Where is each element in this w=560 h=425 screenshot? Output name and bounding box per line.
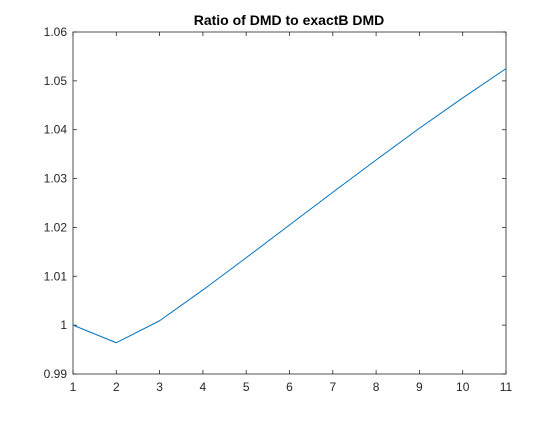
y-tick-label: 0.99 xyxy=(44,367,68,381)
plot-area-box xyxy=(72,31,507,375)
y-tick-label: 1.02 xyxy=(44,220,68,234)
x-tick-label: 8 xyxy=(373,380,380,394)
axes: 1 2 3 4 5 6 7 8 9 10 110.9911.011.021.031.041.051.… xyxy=(44,25,513,394)
x-tick-label: 1 xyxy=(70,380,77,394)
y-tick-label: 1.01 xyxy=(44,269,68,283)
chart-title: Ratio of DMD to exactB DMD xyxy=(194,12,385,28)
series-line xyxy=(72,68,507,344)
y-tick-label: 1 xyxy=(60,318,67,332)
x-tick-label: 7 xyxy=(329,380,336,394)
x-tick-label: 2 xyxy=(113,380,120,394)
y-tick-label: 1.05 xyxy=(44,74,68,88)
x-tick-label: 10 xyxy=(456,380,470,394)
x-tick-label: 3 xyxy=(156,380,163,394)
y-tick-label: 1.06 xyxy=(44,25,68,39)
x-tick-label: 5 xyxy=(243,380,250,394)
x-tick-label: 4 xyxy=(200,380,207,394)
y-tick-label: 1.04 xyxy=(44,123,68,137)
x-tick-label: 9 xyxy=(416,380,423,394)
series-layer xyxy=(72,68,507,344)
y-tick-label: 1.03 xyxy=(44,172,68,186)
x-tick-label: 6 xyxy=(286,380,293,394)
x-tick-label: 11 xyxy=(500,380,513,394)
